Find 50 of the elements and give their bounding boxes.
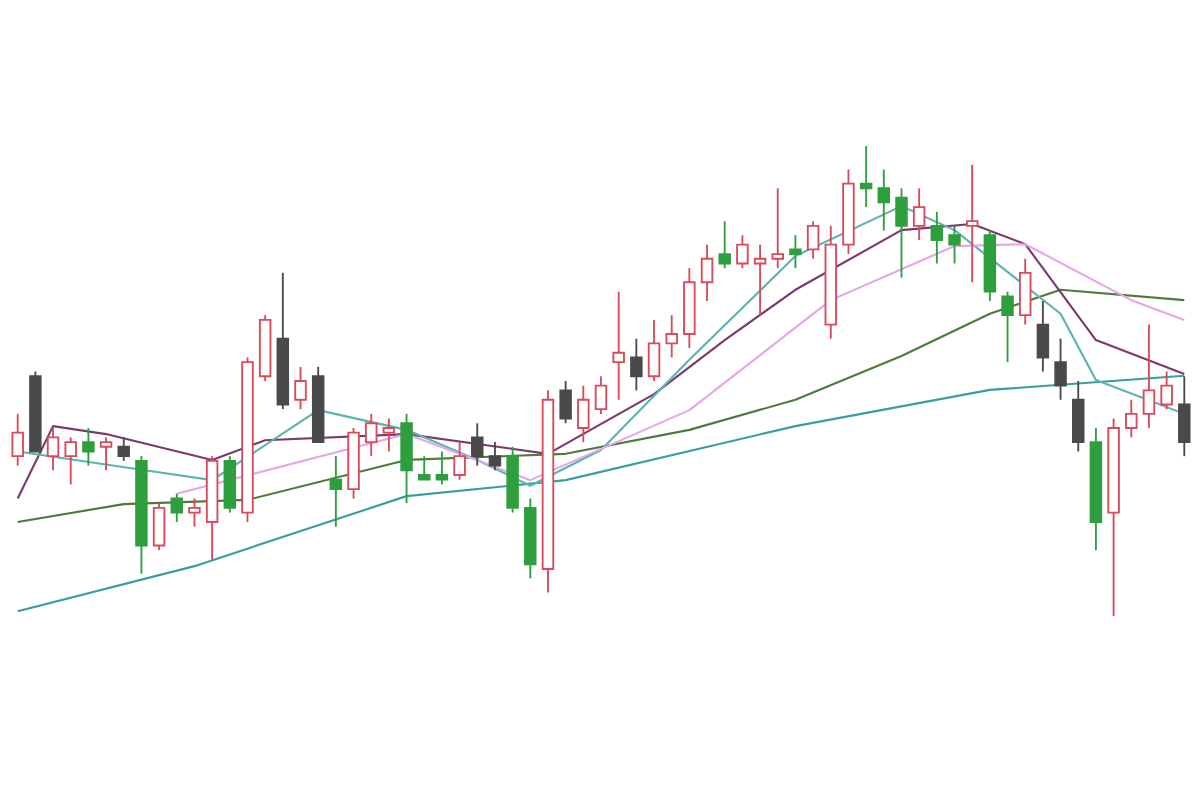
candlestick bbox=[577, 384, 590, 444]
candlestick bbox=[152, 502, 166, 552]
candlestick bbox=[1018, 257, 1032, 326]
candlestick bbox=[806, 220, 820, 260]
candlestick bbox=[877, 168, 891, 232]
candlestick bbox=[453, 441, 466, 481]
candlestick bbox=[930, 210, 944, 265]
candlestick bbox=[1054, 337, 1067, 401]
candlestick bbox=[665, 314, 678, 359]
candlestick bbox=[294, 365, 307, 411]
candlestick bbox=[1178, 375, 1191, 458]
candlestick bbox=[559, 380, 572, 425]
candlestick bbox=[382, 417, 396, 453]
candlestick bbox=[612, 290, 625, 401]
candlestick bbox=[99, 436, 113, 472]
candlestick bbox=[488, 441, 502, 472]
candlestick bbox=[912, 187, 926, 241]
candlestick bbox=[329, 455, 343, 528]
candlestick bbox=[736, 234, 749, 270]
candlestick bbox=[11, 412, 24, 467]
candlestick bbox=[753, 243, 767, 317]
candlestick bbox=[64, 436, 77, 486]
candlestick bbox=[895, 187, 908, 279]
candlestick bbox=[1072, 380, 1085, 453]
candlestick bbox=[82, 427, 95, 467]
candlestick bbox=[471, 422, 484, 467]
candlestick bbox=[594, 375, 608, 415]
candlestick bbox=[718, 220, 731, 270]
candlestick bbox=[1001, 290, 1014, 364]
candlestick bbox=[364, 412, 378, 458]
candlestick bbox=[1125, 398, 1138, 439]
candlestick bbox=[700, 243, 714, 303]
candlestick bbox=[630, 337, 643, 392]
candlestick bbox=[117, 436, 130, 462]
candlestick bbox=[789, 234, 802, 270]
candlestick bbox=[435, 450, 449, 486]
candlestick bbox=[1160, 370, 1173, 411]
candlestick bbox=[859, 145, 873, 209]
candlestick bbox=[1036, 300, 1050, 373]
candlestick bbox=[948, 224, 961, 265]
candlestick bbox=[188, 497, 201, 528]
candlestick bbox=[400, 412, 413, 505]
candlestick bbox=[170, 492, 184, 523]
candlestick bbox=[771, 187, 784, 270]
candlestick bbox=[647, 318, 661, 382]
candlestick bbox=[46, 427, 60, 472]
candlestick bbox=[965, 163, 979, 284]
candlestick bbox=[1142, 323, 1156, 429]
candlestick bbox=[223, 455, 237, 514]
candlestick bbox=[417, 455, 431, 481]
